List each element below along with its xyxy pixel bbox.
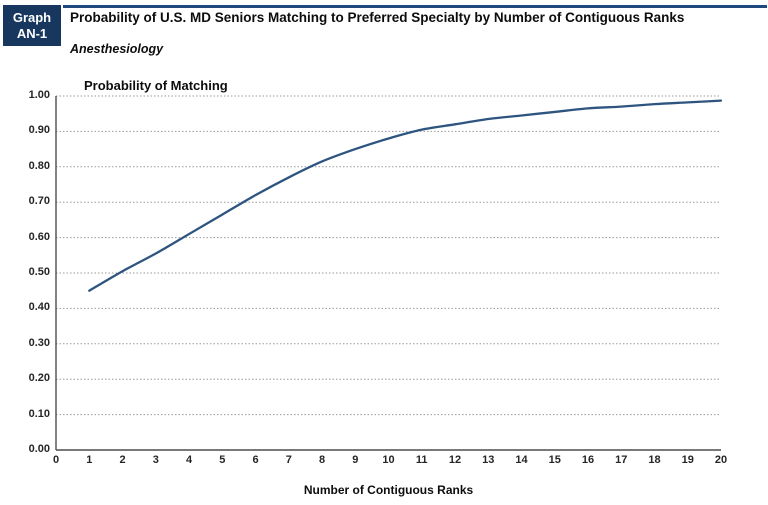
graph-tag-box: Graph AN-1	[3, 5, 61, 46]
y-tick-label: 1.00	[28, 89, 50, 101]
y-tick-label: 0.00	[28, 443, 50, 455]
y-tick-label: 0.80	[28, 159, 50, 172]
probability-curve	[88, 99, 723, 292]
y-tick-label: 0.90	[28, 124, 50, 137]
x-tick-label: 14	[515, 454, 528, 466]
page-title: Probability of U.S. MD Seniors Matching …	[70, 10, 685, 25]
x-tick-label: 0	[52, 454, 60, 466]
x-tick-label: 20	[714, 454, 728, 466]
x-axis-title: Number of Contiguous Ranks	[303, 483, 474, 497]
x-tick-label: 2	[119, 454, 126, 466]
x-tick-label: 3	[152, 454, 159, 466]
x-tick-label: 6	[252, 454, 259, 466]
x-tick-label: 10	[382, 454, 395, 466]
page-subtitle: Anesthesiology	[70, 42, 164, 56]
x-tick-label: 1	[86, 454, 93, 466]
x-tick-label: 8	[318, 454, 326, 466]
x-tick-label: 13	[482, 454, 495, 466]
graph-tag-line1: Graph	[12, 9, 52, 25]
x-tick-label: 17	[615, 454, 628, 466]
x-tick-label: 16	[581, 454, 595, 466]
y-tick-label: 0.40	[28, 301, 50, 314]
x-tick-label: 18	[648, 454, 661, 466]
y-tick-label: 0.30	[28, 336, 50, 349]
chart-title: Probability of Matching	[84, 78, 228, 93]
y-tick-label: 0.50	[28, 266, 50, 278]
y-tick-label: 0.20	[28, 372, 50, 385]
x-tick-label: 7	[285, 454, 292, 466]
x-tick-label: 11	[415, 454, 428, 466]
header-rule	[63, 5, 767, 8]
y-tick-label: 0.10	[28, 407, 50, 420]
graph-tag-line2: AN-1	[16, 25, 48, 41]
x-tick-label: 9	[352, 454, 359, 466]
x-tick-label: 5	[219, 454, 226, 466]
y-tick-label: 0.60	[28, 230, 50, 243]
y-tick-label: 0.70	[28, 195, 50, 208]
x-tick-label: 15	[548, 454, 561, 466]
x-tick-label: 4	[185, 454, 193, 466]
x-tick-label: 19	[681, 454, 694, 466]
x-tick-label: 12	[448, 454, 462, 466]
